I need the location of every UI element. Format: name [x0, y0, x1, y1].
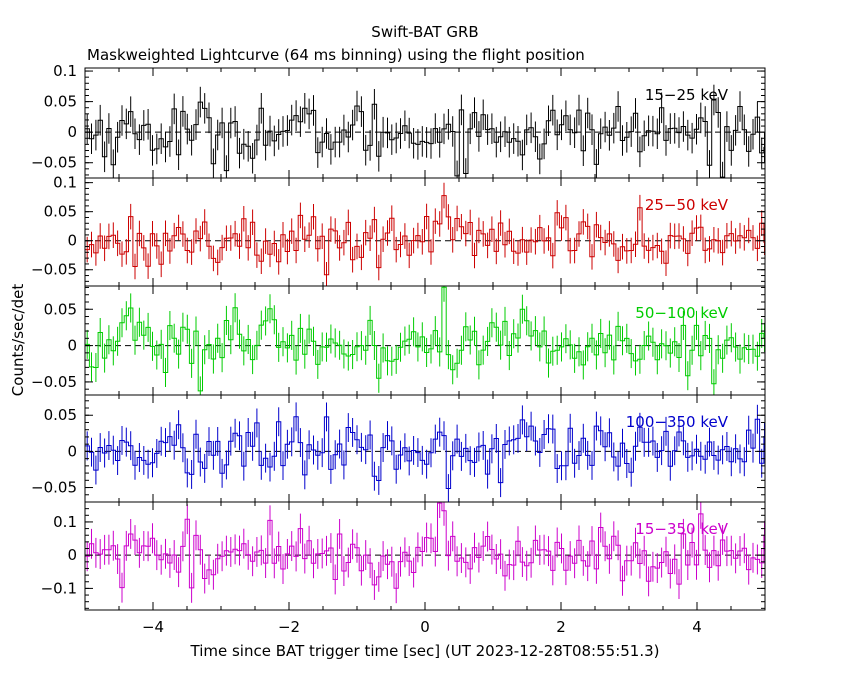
y-tick-label: 0.1: [53, 174, 77, 192]
panel-100-350-kev: −0.05 0 0.05 100−350 keV: [31, 394, 766, 503]
y-tick-label: −0.05: [31, 373, 77, 391]
band-label: 25−50 keV: [645, 196, 729, 214]
y-tick-label: 0.05: [44, 300, 77, 318]
lightcurve-line: [85, 195, 765, 276]
y-tick-label: 0: [67, 546, 77, 564]
error-bars: [86, 502, 765, 604]
y-tick-label: 0.05: [44, 203, 77, 221]
panel-50-100-kev: −0.05 0 0.05 50−100 keV: [31, 285, 766, 396]
y-tick-label: 0: [67, 442, 77, 460]
x-tick-label: 0: [420, 618, 430, 636]
x-tick-label: −4: [142, 618, 164, 636]
y-axis-label: Counts/sec/det: [9, 284, 27, 397]
y-tick-label: 0: [67, 337, 77, 355]
lightcurve-line: [85, 416, 765, 489]
band-label: 15−25 keV: [645, 86, 729, 104]
y-tick-label: 0.1: [53, 513, 77, 531]
chart-subtitle: Maskweighted Lightcurve (64 ms binning) …: [87, 46, 585, 64]
y-tick-label: −0.05: [31, 154, 77, 172]
x-axis-label: Time since BAT trigger time [sec] (UT 20…: [190, 642, 660, 660]
panels: −0.05 0 0.05 0.1 15−25 keV −0.05 0 0.05 0.1 25−50…: [31, 62, 766, 636]
y-tick-label: 0.05: [44, 93, 77, 111]
panel-15-25-kev: −0.05 0 0.05 0.1 15−25 keV: [31, 62, 766, 179]
x-tick-label: −2: [278, 618, 300, 636]
y-tick-label: 0.1: [53, 62, 77, 80]
y-tick-label: 0: [67, 123, 77, 141]
x-tick-label: 4: [692, 618, 702, 636]
y-tick-label: 0.05: [44, 406, 77, 424]
error-bars: [86, 286, 765, 395]
lightcurve-line: [85, 286, 765, 392]
y-tick-label: 0: [67, 232, 77, 250]
panel-25-50-kev: −0.05 0 0.05 0.1 25−50 keV: [31, 174, 766, 287]
panel-15-350-kev: −0.1 0 0.1 15−350 keV −4 −2 0 2 4: [41, 501, 766, 636]
chart-title: Swift-BAT GRB: [371, 23, 478, 41]
band-label: 50−100 keV: [635, 304, 728, 322]
x-tick-label: 2: [556, 618, 566, 636]
band-label: 100−350 keV: [626, 413, 729, 431]
y-tick-label: −0.05: [31, 479, 77, 497]
band-label: 15−350 keV: [635, 520, 728, 538]
y-tick-label: −0.1: [41, 579, 77, 597]
y-tick-label: −0.05: [31, 261, 77, 279]
lightcurve-line: [85, 99, 765, 178]
lightcurve-line: [85, 502, 765, 589]
